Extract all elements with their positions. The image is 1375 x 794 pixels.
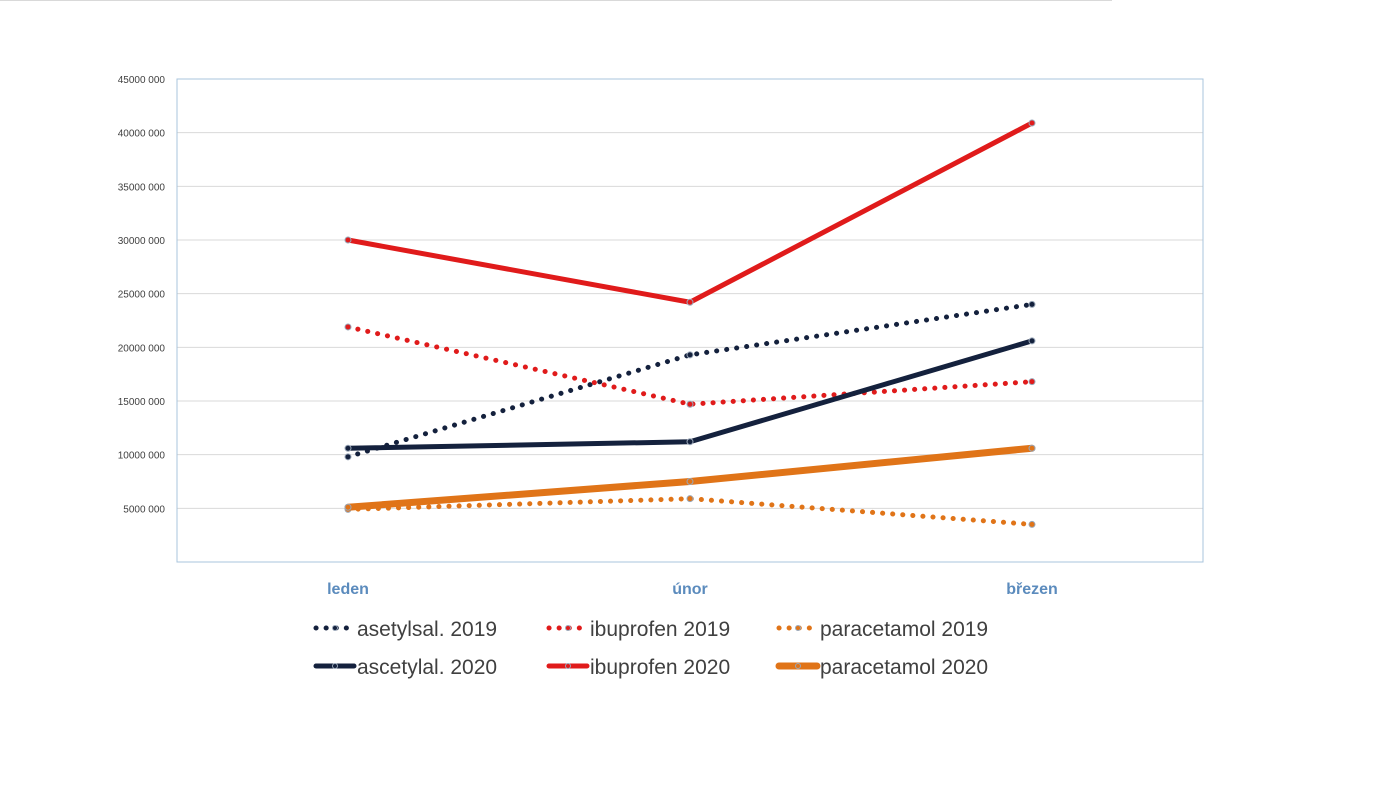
y-tick-label: 25000 000 <box>118 290 166 301</box>
data-point <box>686 351 694 359</box>
data-point <box>344 444 352 452</box>
data-point <box>686 495 694 503</box>
legend: asetylsal. 2019 ibuprofen 2019 paracetamol… <box>313 618 988 679</box>
legend-marker <box>565 625 571 631</box>
legend-item: paracetamol 2019 <box>776 618 988 641</box>
data-point <box>1028 444 1036 452</box>
legend-label: paracetamol 2019 <box>820 618 988 641</box>
y-tick-label: 20000 000 <box>118 343 166 354</box>
legend-item: ascetylal. 2020 <box>313 656 497 679</box>
data-point <box>1028 337 1036 345</box>
series-4 <box>344 119 1036 306</box>
legend-label: ibuprofen 2020 <box>590 656 730 679</box>
y-tick-label: 10000 000 <box>118 451 166 462</box>
legend-item: asetylsal. 2019 <box>313 618 497 641</box>
data-point <box>1028 300 1036 308</box>
legend-marker <box>565 663 571 669</box>
legend-label: paracetamol 2020 <box>820 656 988 679</box>
legend-label: ibuprofen 2019 <box>590 618 730 641</box>
y-tick-label: 35000 000 <box>118 182 166 193</box>
series-0 <box>344 300 1036 461</box>
data-point <box>344 236 352 244</box>
plot-area-frame <box>176 78 1204 563</box>
series-line <box>345 120 1035 305</box>
series-line <box>345 324 1035 407</box>
x-category-label: leden <box>327 581 369 598</box>
series-lines <box>344 119 1036 528</box>
data-point <box>344 323 352 331</box>
series-line <box>345 301 1035 460</box>
series-5 <box>344 444 1036 511</box>
y-tick-label: 5000 000 <box>123 504 165 515</box>
top-border-line <box>0 0 1112 1</box>
legend-item: ibuprofen 2019 <box>546 618 730 641</box>
data-point <box>1028 520 1036 528</box>
y-axis-tick-labels: 5000 000 10000 000 15000 000 20000 000 25000… <box>118 75 166 515</box>
x-category-label: únor <box>672 581 708 598</box>
series-1 <box>344 323 1036 408</box>
y-tick-label: 40000 000 <box>118 129 166 140</box>
x-category-label: březen <box>1006 581 1058 598</box>
data-point <box>686 438 694 446</box>
data-point <box>344 503 352 511</box>
legend-marker <box>332 625 338 631</box>
legend-item: paracetamol 2020 <box>775 656 988 679</box>
legend-label: asetylsal. 2019 <box>357 618 497 641</box>
legend-marker <box>332 663 338 669</box>
series-3 <box>344 337 1036 452</box>
data-point <box>1028 378 1036 386</box>
data-point <box>344 453 352 461</box>
data-point <box>1028 119 1036 127</box>
legend-label: ascetylal. 2020 <box>357 656 497 679</box>
legend-marker <box>795 625 801 631</box>
x-axis-category-labels: leden únor březen <box>327 581 1058 598</box>
y-tick-label: 30000 000 <box>118 236 166 247</box>
data-point <box>686 478 694 485</box>
legend-item: ibuprofen 2020 <box>546 656 730 679</box>
data-point <box>686 400 694 408</box>
legend-marker <box>795 663 801 669</box>
data-point <box>686 298 694 306</box>
y-tick-label: 45000 000 <box>118 75 166 86</box>
y-tick-label: 15000 000 <box>118 397 166 408</box>
